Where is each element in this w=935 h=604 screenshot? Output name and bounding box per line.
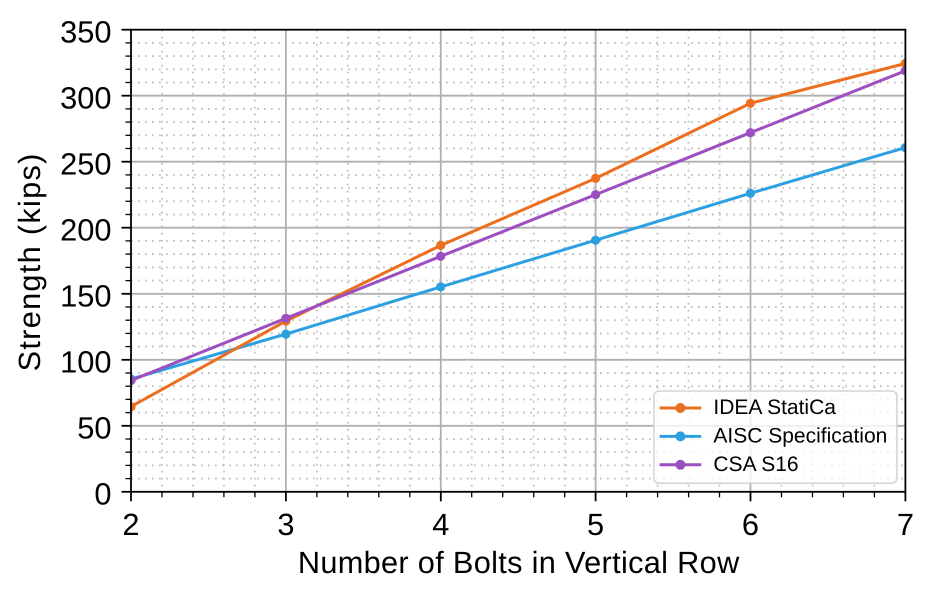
svg-text:150: 150 bbox=[60, 279, 111, 314]
svg-text:2: 2 bbox=[122, 507, 139, 542]
svg-text:AISC Specification: AISC Specification bbox=[713, 425, 887, 448]
svg-text:100: 100 bbox=[60, 345, 111, 380]
svg-text:6: 6 bbox=[742, 507, 759, 542]
svg-text:200: 200 bbox=[60, 212, 111, 247]
svg-text:0: 0 bbox=[94, 477, 111, 512]
svg-text:CSA S16: CSA S16 bbox=[713, 453, 798, 476]
svg-text:250: 250 bbox=[60, 146, 111, 181]
svg-text:IDEA StatiCa: IDEA StatiCa bbox=[713, 396, 836, 419]
svg-text:50: 50 bbox=[77, 411, 111, 446]
svg-text:5: 5 bbox=[587, 507, 604, 542]
svg-text:4: 4 bbox=[432, 507, 449, 542]
svg-text:Number of Bolts in Vertical Ro: Number of Bolts in Vertical Row bbox=[298, 545, 740, 580]
svg-text:350: 350 bbox=[60, 14, 111, 49]
svg-text:300: 300 bbox=[60, 80, 111, 115]
svg-text:7: 7 bbox=[897, 507, 914, 542]
svg-text:3: 3 bbox=[277, 507, 294, 542]
svg-text:Strength (kips): Strength (kips) bbox=[12, 152, 47, 371]
